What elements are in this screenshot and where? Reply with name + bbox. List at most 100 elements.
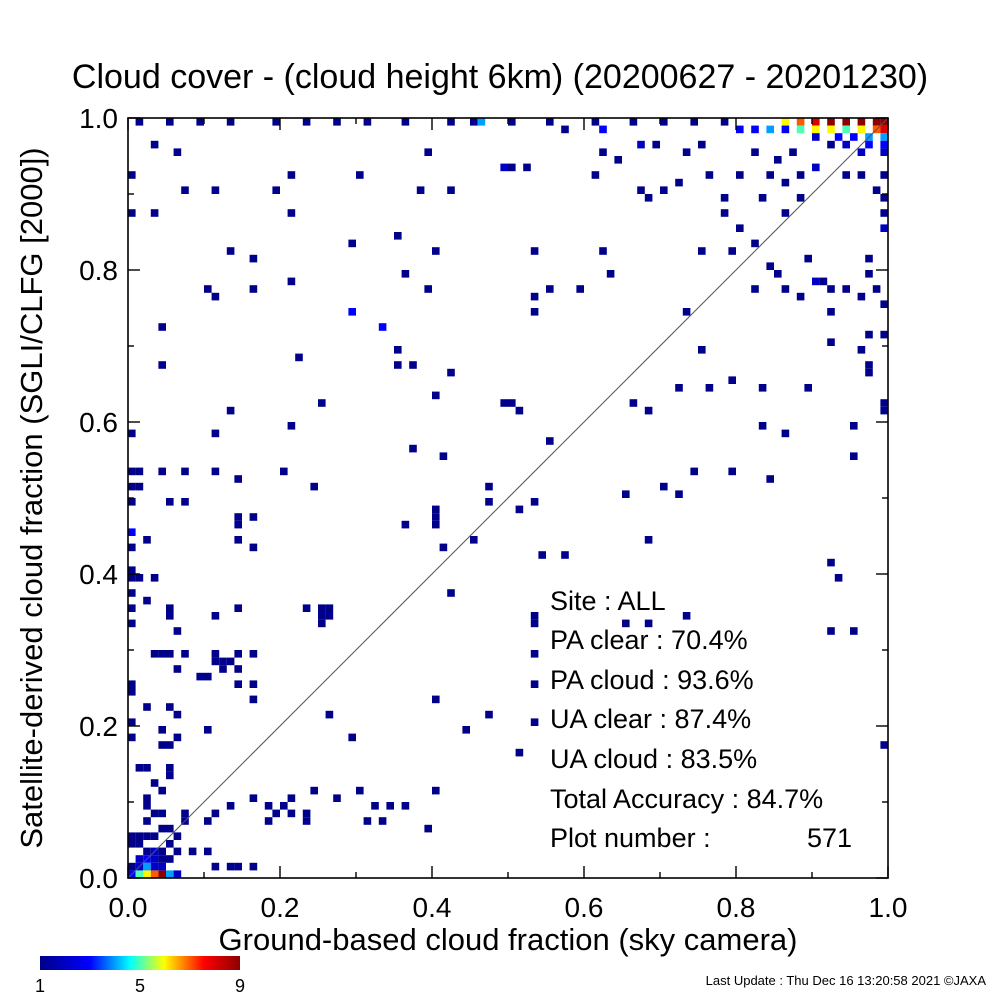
heatmap-cell-359 [234,862,242,871]
heatmap-cell-223 [135,574,144,582]
x-axis-label: Ground-based cloud fraction (sky camera) [219,922,798,957]
heatmap-cells [128,118,888,878]
heatmap-cell-37 [857,125,866,134]
heatmap-cell-75 [675,178,683,187]
heatmap-cell-253 [211,650,220,658]
heatmap-cell-68 [128,171,136,179]
heatmap-cell-285 [128,733,136,742]
heatmap-cell-148 [158,361,166,369]
heatmap-cell-4 [272,118,280,126]
heatmap-cell-234 [325,604,334,612]
heatmap-cell-63 [812,163,820,172]
heatmap-cell-149 [394,361,402,369]
stat-ua-cloud: UA cloud : 83.5% [550,744,757,774]
heatmap-cell-103 [348,239,356,248]
heatmap-cell-48 [698,140,706,149]
heatmap-cell-310 [333,794,341,802]
y-tick-label-1: 0.2 [79,711,118,742]
heatmap-cell-56 [880,148,888,156]
heatmap-cell-276 [173,733,182,742]
heatmap-cell-210 [128,528,136,536]
heatmap-cell-132 [530,308,539,316]
heatmap-cell-85 [447,186,455,194]
heatmap-cell-133 [530,292,539,301]
y-tick-label-5: 1.0 [79,103,118,134]
heatmap-cell-215 [470,536,478,544]
heatmap-cell-288 [880,741,888,749]
heatmap-cell-195 [660,482,668,491]
heatmap-cell-194 [622,490,630,498]
heatmap-cell-248 [173,627,182,635]
heatmap-cell-331 [173,832,182,840]
heatmap-cell-273 [173,710,182,719]
heatmap-cell-353 [143,862,151,871]
heatmap-cell-299 [181,809,189,818]
heatmap-cell-185 [158,467,166,476]
heatmap-cell-40 [812,133,820,141]
heatmap-cell-96 [720,209,729,217]
heatmap-cell-138 [348,308,356,316]
heatmap-cell-117 [774,270,782,278]
heatmap-cell-320 [204,817,212,825]
heatmap-cell-327 [135,832,144,840]
heatmap-cell-39 [880,125,888,134]
heatmap-cell-64 [796,171,805,179]
heatmap-cell-308 [287,794,296,802]
heatmap-cell-35 [827,125,835,134]
heatmap-cell-303 [264,802,273,810]
y-tick-label-4: 0.8 [79,255,118,286]
heatmap-cell-5 [302,118,311,126]
heatmap-cell-280 [485,710,493,719]
heatmap-cell-197 [128,498,136,506]
heatmap-cell-283 [462,726,470,734]
heatmap-cell-235 [325,612,334,620]
heatmap-cell-257 [234,650,242,658]
heatmap-cell-165 [318,399,326,407]
heatmap-cell-322 [302,817,311,825]
heatmap-cell-176 [850,422,858,430]
heatmap-cell-269 [530,680,539,688]
heatmap-cell-218 [561,551,569,559]
colorbar [40,956,240,970]
heatmap-cell-254 [211,657,220,666]
heatmap-cell-270 [143,703,151,711]
heatmap-cell-50 [652,140,660,149]
heatmap-cell-76 [705,171,714,179]
heatmap-cell-154 [865,361,873,369]
heatmap-cell-220 [128,543,136,552]
heatmap-cell-177 [758,422,767,430]
colorbar-label-max: 9 [235,976,245,996]
heatmap-cell-13 [591,118,600,126]
heatmap-cell-172 [128,429,136,438]
heatmap-cell-162 [500,399,508,407]
diagonal-reference-line [127,117,889,879]
heatmap-cell-29 [857,118,866,126]
heatmap-cell-262 [204,672,212,681]
heatmap-cell-164 [515,406,524,415]
heatmap-cell-309 [310,786,318,795]
heatmap-cell-104 [226,247,235,255]
heatmap-cell-190 [128,482,136,491]
heatmap-cell-144 [827,338,835,346]
heatmap-cell-120 [211,292,220,301]
heatmap-cell-167 [880,399,888,407]
heatmap-cell-354 [150,862,159,871]
heatmap-cell-60 [599,148,607,156]
heatmap-cell-2 [196,118,204,126]
heatmap-cell-229 [128,604,136,612]
heatmap-cell-345 [166,855,174,863]
heatmap-cell-160 [629,399,638,407]
y-axis-label: Satellite-derived cloud fraction (SGLI/C… [14,147,49,848]
heatmap-cell-295 [143,794,151,802]
heatmap-cell-206 [234,520,242,529]
heatmap-cell-271 [166,703,174,711]
heatmap-cell-294 [158,786,166,795]
heatmap-cell-14 [629,118,638,126]
heatmap-cell-307 [302,809,311,818]
heatmap-cell-312 [371,802,379,810]
heatmap-cell-191 [135,482,144,491]
heatmap-cell-32 [781,125,790,134]
heatmap-cell-226 [128,589,136,597]
heatmap-cell-94 [150,209,159,217]
heatmap-cell-178 [781,429,790,438]
